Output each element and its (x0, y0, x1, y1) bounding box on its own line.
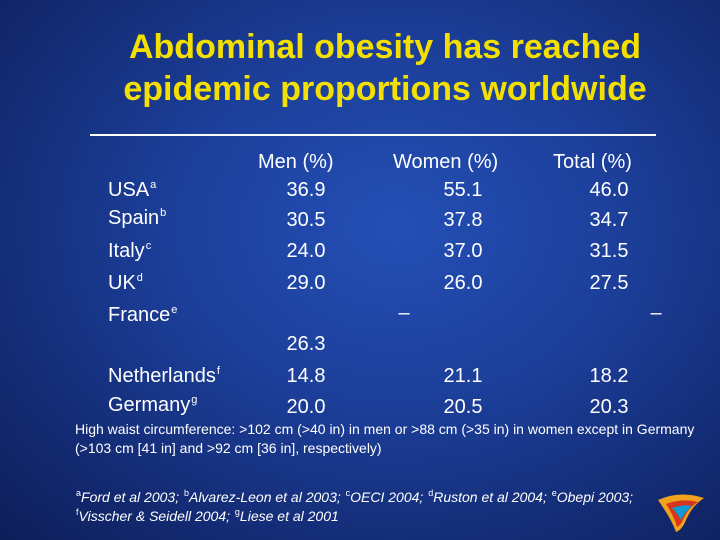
men-value: 24.0 (286, 240, 326, 262)
men-value: 29.0 (286, 272, 326, 294)
men-value: 26.3 (286, 333, 326, 355)
women-value: – (398, 302, 410, 324)
country-label: Netherlandsf (108, 365, 220, 387)
country-label: Italyc (108, 240, 152, 262)
title-divider (90, 134, 656, 136)
total-value: 18.2 (589, 365, 629, 387)
country-label: Francee (108, 304, 178, 326)
country-label: UKd (108, 272, 143, 294)
references: aFord et al 2003; bAlvarez-Leon et al 20… (76, 488, 634, 524)
total-value: 31.5 (589, 240, 629, 262)
total-value: 34.7 (589, 209, 629, 231)
total-value: – (650, 302, 662, 324)
men-value: 36.9 (286, 179, 326, 201)
header-men: Men (%) (258, 151, 334, 173)
country-label: Spainb (108, 207, 167, 229)
header-total: Total (%) (553, 151, 632, 173)
corporate-logo-icon (658, 494, 704, 532)
women-value: 21.1 (443, 365, 483, 387)
total-value: 20.3 (589, 396, 629, 418)
slide-title: Abdominal obesity has reached epidemic p… (90, 26, 680, 110)
country-label: Germanyg (108, 394, 198, 416)
title-line-1: Abdominal obesity has reached (128, 28, 642, 66)
women-value: 20.5 (443, 396, 483, 418)
men-value: 14.8 (286, 365, 326, 387)
men-value: 20.0 (286, 396, 326, 418)
definition-footnote: High waist circumference: >102 cm (>40 i… (75, 421, 695, 456)
country-label: USAa (108, 179, 157, 201)
men-value: 30.5 (286, 209, 326, 231)
header-women: Women (%) (393, 151, 499, 173)
women-value: 26.0 (443, 272, 483, 294)
women-value: 37.8 (443, 209, 483, 231)
total-value: 46.0 (589, 179, 629, 201)
women-value: 37.0 (443, 240, 483, 262)
title-line-2: epidemic proportions worldwide (123, 70, 647, 108)
women-value: 55.1 (443, 179, 483, 201)
total-value: 27.5 (589, 272, 629, 294)
